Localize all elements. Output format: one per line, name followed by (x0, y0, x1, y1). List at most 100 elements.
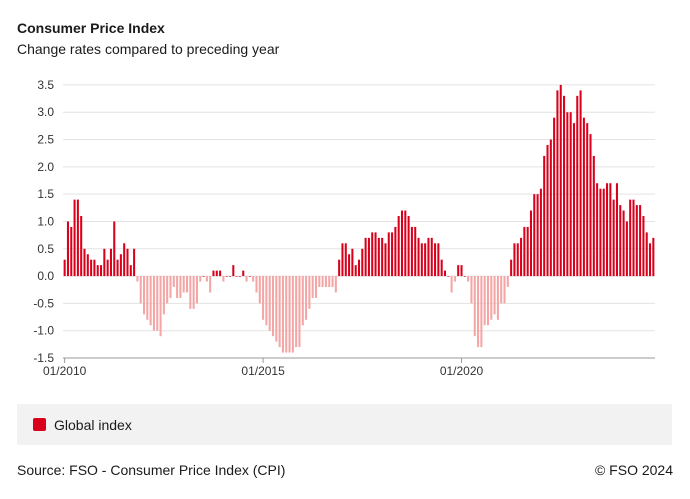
y-tick-label: -1.5 (33, 351, 54, 365)
bar (427, 237, 430, 277)
bar (255, 276, 258, 293)
bar (539, 188, 542, 277)
bar (470, 276, 473, 304)
copyright-text: © FSO 2024 (594, 462, 673, 478)
bar (103, 248, 106, 277)
bar (86, 254, 89, 277)
bar (298, 276, 301, 348)
bar (242, 270, 245, 277)
bar (209, 276, 212, 293)
bar (172, 276, 175, 287)
bar (559, 84, 562, 277)
bar (420, 243, 423, 277)
chart-subtitle: Change rates compared to preceding year (17, 41, 280, 57)
bar (516, 243, 519, 277)
bar (212, 270, 215, 277)
x-tick-label: 01/2020 (440, 364, 484, 378)
bar (615, 183, 618, 277)
bar (609, 183, 612, 277)
bar (635, 205, 638, 277)
bar (483, 276, 486, 326)
bar (331, 276, 334, 287)
bar (576, 95, 579, 277)
bar (225, 276, 228, 277)
bar (324, 276, 327, 287)
bar (100, 265, 103, 277)
bar (579, 90, 582, 277)
bar (384, 243, 387, 277)
bar (228, 276, 232, 277)
bar (572, 123, 575, 277)
bar (529, 210, 532, 277)
bar (549, 139, 552, 277)
bar (169, 276, 172, 298)
y-tick-label: 0.0 (37, 269, 54, 283)
bar (90, 259, 93, 277)
bar (381, 237, 384, 277)
bar (589, 134, 592, 277)
bar (417, 237, 420, 277)
bar (563, 95, 566, 277)
bar (96, 265, 99, 277)
y-tick-label: 3.5 (37, 78, 54, 92)
bar (496, 276, 499, 320)
bar (361, 248, 364, 277)
bar (281, 276, 284, 353)
bar (275, 276, 278, 342)
bar (328, 276, 331, 287)
bar (371, 232, 374, 277)
bar (308, 276, 311, 309)
bar (602, 188, 605, 277)
bar (215, 270, 218, 277)
bar (149, 276, 152, 326)
bar (453, 276, 456, 282)
bar (123, 243, 126, 277)
bar (222, 276, 225, 282)
bar (513, 243, 516, 277)
bar-series (63, 84, 655, 353)
bar (182, 276, 185, 293)
bar (434, 243, 437, 277)
bar (473, 276, 476, 337)
bar (202, 276, 205, 277)
bar (116, 259, 119, 277)
bar (351, 248, 354, 277)
x-tick-label: 01/2010 (43, 364, 87, 378)
bar (238, 276, 241, 277)
bar (490, 276, 493, 320)
bar (357, 259, 361, 277)
bar (649, 243, 652, 277)
bar (440, 259, 443, 277)
bar (192, 276, 195, 309)
bar (556, 90, 559, 277)
bar (321, 276, 324, 287)
bar (377, 237, 380, 277)
bar (400, 210, 404, 277)
bar (596, 183, 599, 277)
bar (189, 276, 192, 309)
bar (295, 276, 298, 348)
bar (311, 276, 314, 298)
bar (404, 210, 407, 277)
bar (268, 276, 271, 331)
bar (162, 276, 165, 315)
bar (139, 276, 142, 304)
bar (219, 270, 222, 277)
bar (66, 221, 69, 277)
bar (394, 226, 397, 277)
bar (387, 232, 390, 277)
bar (447, 276, 450, 277)
bar (271, 276, 275, 337)
bar (314, 276, 318, 298)
bar (553, 117, 556, 277)
y-tick-label: 2.5 (37, 133, 54, 147)
bar (632, 199, 635, 277)
bar (364, 237, 367, 277)
bar (503, 276, 506, 304)
bar (430, 237, 433, 277)
bar (510, 259, 513, 277)
bar (106, 259, 109, 277)
bar (252, 276, 255, 282)
bar (301, 276, 304, 326)
bar (566, 112, 569, 277)
